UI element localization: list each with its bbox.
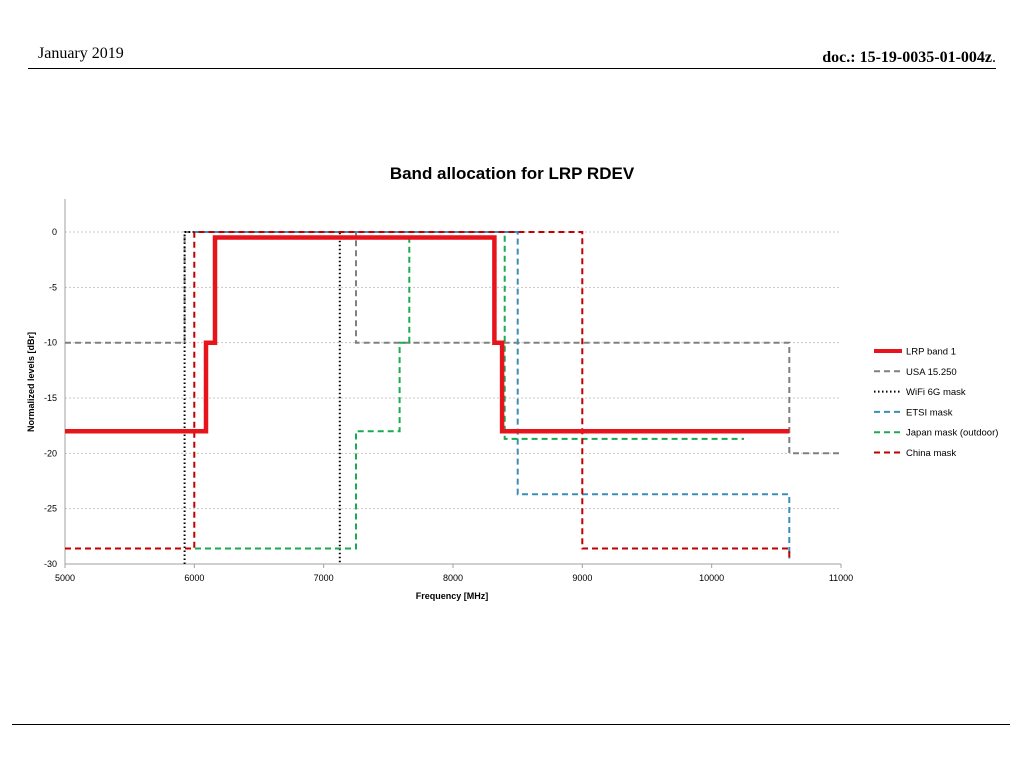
y-tick-label: 0 xyxy=(52,227,57,237)
y-tick-label: -10 xyxy=(44,338,57,348)
grid-layer xyxy=(65,231,841,510)
x-tick-label: 10000 xyxy=(699,573,724,583)
x-tick-label: 11000 xyxy=(829,573,853,583)
series-line-5 xyxy=(65,231,744,550)
legend: LRP band 1 USA 15.250 WiFi 6G mask ETSI mas… xyxy=(874,347,998,459)
x-tick-label: 5000 xyxy=(55,573,75,583)
footer-rule xyxy=(12,724,1010,725)
x-axis-label: Frequency [MHz] xyxy=(416,591,489,601)
series-line-1 xyxy=(65,235,790,434)
series-line-4 xyxy=(194,231,791,559)
doc-number-suffix: . xyxy=(992,49,996,66)
y-axis-label: Normalized levels [dBr] xyxy=(26,332,36,432)
y-tick-label: -20 xyxy=(44,448,57,458)
legend-label: Japan mask (outdoor) xyxy=(906,428,998,439)
doc-number-text: doc.: 15-19-0035-01-004z xyxy=(822,49,992,66)
legend-label: China mask xyxy=(906,448,956,459)
x-tick-label: 7000 xyxy=(314,573,334,583)
series-layer xyxy=(65,231,841,564)
chart-title: Band allocation for LRP RDEV xyxy=(390,164,635,183)
x-tick-label: 6000 xyxy=(184,573,204,583)
y-tick-label: -5 xyxy=(49,282,57,292)
series-line-3 xyxy=(183,231,341,564)
y-tick-label: -30 xyxy=(44,559,57,569)
header-date: January 2019 xyxy=(38,45,124,62)
y-tick-label: -15 xyxy=(44,393,57,403)
legend-label: USA 15.250 xyxy=(906,367,957,378)
axis-layer: 0 -5 -10 -15 -20 -25 -30 5000 6000 7000 8000 9000 10… xyxy=(44,199,853,583)
series-line-6 xyxy=(65,231,791,559)
header-rule xyxy=(28,68,996,69)
legend-label: ETSI mask xyxy=(906,407,953,418)
y-tick-label: -25 xyxy=(44,504,57,514)
x-tick-label: 9000 xyxy=(572,573,592,583)
legend-label: LRP band 1 xyxy=(906,347,956,358)
x-tick-label: 8000 xyxy=(443,573,463,583)
header-doc-number: doc.: 15-19-0035-01-004z. xyxy=(822,49,996,67)
legend-label: WiFi 6G mask xyxy=(906,387,966,398)
